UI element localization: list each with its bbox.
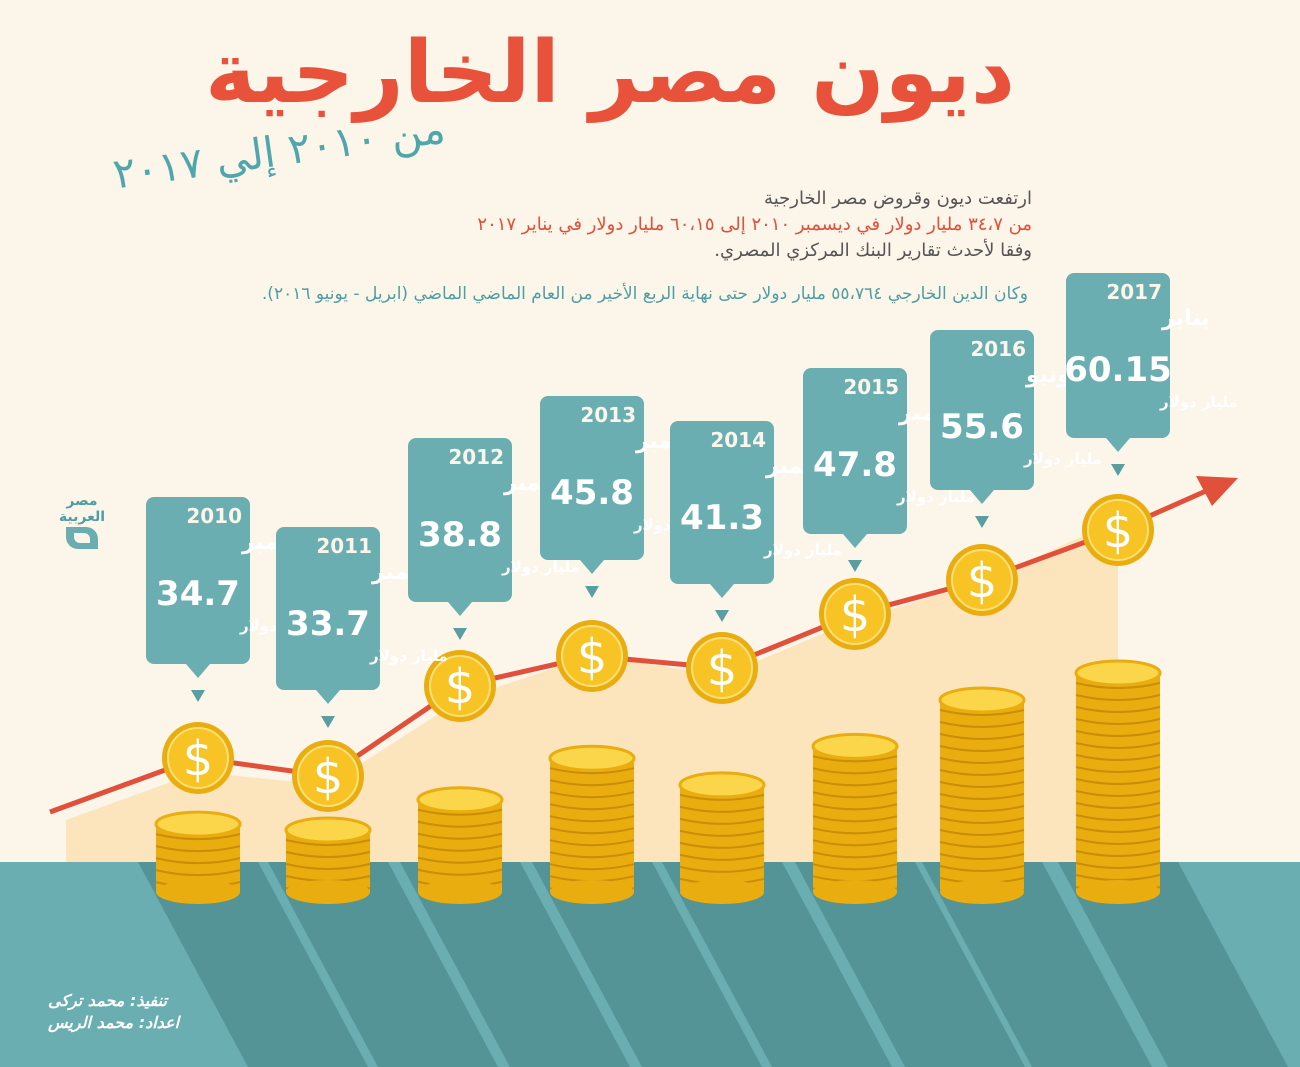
intro-text: ارتفعت ديون وقروض مصر الخارجية من ٣٤،٧ م… (232, 186, 1032, 264)
callout-unit: مليار دولار (369, 647, 448, 665)
logo-mark-icon (66, 527, 98, 549)
credit-execution: تنفيذ: محمد تركى (48, 991, 167, 1010)
coin-stack (154, 810, 242, 904)
callout-year: 2016 (970, 337, 1026, 361)
credit-preparation: اعداد: محمد الريس (48, 1013, 180, 1032)
stack-shadow (1058, 862, 1288, 1067)
stack-shadow (400, 862, 630, 1067)
logo-line-2: العربية (58, 509, 106, 525)
callout-unit: مليار دولار (763, 541, 842, 559)
stack-shadow (922, 862, 1152, 1067)
svg-text:$: $ (1103, 503, 1134, 559)
callout-month: يناير (1161, 306, 1209, 331)
callout-value: 45.8 (550, 473, 634, 513)
callout-value: 55.6 (940, 407, 1024, 447)
coin-stack (811, 732, 899, 904)
logo-line-1: مصر (66, 493, 98, 509)
coin-stack (548, 744, 636, 904)
callout-unit: مليار دولار (1023, 450, 1102, 468)
svg-text:$: $ (183, 731, 214, 787)
callout-year: 2013 (580, 403, 636, 427)
debt-note: وكان الدين الخارجي ٥٥،٧٦٤ مليار دولار حت… (261, 284, 1028, 304)
svg-text:$: $ (967, 553, 998, 609)
intro-line-1: ارتفعت ديون وقروض مصر الخارجية (764, 188, 1032, 209)
dollar-coin-icon: $ (1082, 494, 1154, 566)
dollar-coin-icon: $ (556, 620, 628, 692)
svg-text:$: $ (577, 629, 608, 685)
callout-unit: مليار دولار (1159, 393, 1238, 411)
dollar-coin-icon: $ (686, 632, 758, 704)
svg-text:$: $ (313, 749, 344, 805)
callout-year: 2011 (316, 534, 372, 558)
callout-value: 41.3 (680, 498, 764, 538)
dollar-coin-icon: $ (162, 722, 234, 794)
masr-alarabia-logo: مصر العربية (56, 493, 108, 549)
dollar-coin-icon: $ (424, 650, 496, 722)
callout-year: 2015 (843, 375, 899, 399)
coin-stack (416, 786, 504, 904)
svg-text:$: $ (445, 659, 476, 715)
callout-year: 2014 (710, 428, 766, 452)
callout-year: 2012 (448, 445, 504, 469)
stack-shadow (532, 862, 762, 1067)
stack-shadow (662, 862, 892, 1067)
svg-text:$: $ (707, 641, 738, 697)
stack-shadow (138, 862, 368, 1067)
callout-value: 34.7 (156, 574, 240, 614)
svg-text:$: $ (840, 587, 871, 643)
dollar-coin-icon: $ (819, 578, 891, 650)
stack-shadow (795, 862, 1025, 1067)
callout-value: 47.8 (813, 445, 897, 485)
callout-year: 2017 (1106, 280, 1162, 304)
callout-value: 60.15 (1064, 350, 1172, 390)
trend-arrow-head (1196, 476, 1238, 506)
intro-line-2: من ٣٤،٧ مليار دولار في ديسمبر ٢٠١٠ إلى ٦… (477, 214, 1032, 235)
intro-line-3: وفقا لأحدث تقارير البنك المركزي المصري. (714, 240, 1032, 261)
page-title: ديون مصر الخارجية (205, 23, 1015, 123)
dollar-coin-icon: $ (946, 544, 1018, 616)
callout-value: 38.8 (418, 515, 502, 555)
coin-stack (284, 816, 372, 904)
coin-stack (938, 686, 1026, 904)
callout-unit: مليار دولار (501, 558, 580, 576)
coin-stack (678, 771, 766, 904)
stack-shadow (268, 862, 498, 1067)
callout-unit: مليار دولار (896, 488, 975, 506)
callout-value: 33.7 (286, 604, 370, 644)
dollar-coin-icon: $ (292, 740, 364, 812)
callout-year: 2010 (186, 504, 242, 528)
coin-stack (1074, 659, 1162, 904)
credits: تنفيذ: محمد تركى اعداد: محمد الريس (48, 990, 179, 1034)
